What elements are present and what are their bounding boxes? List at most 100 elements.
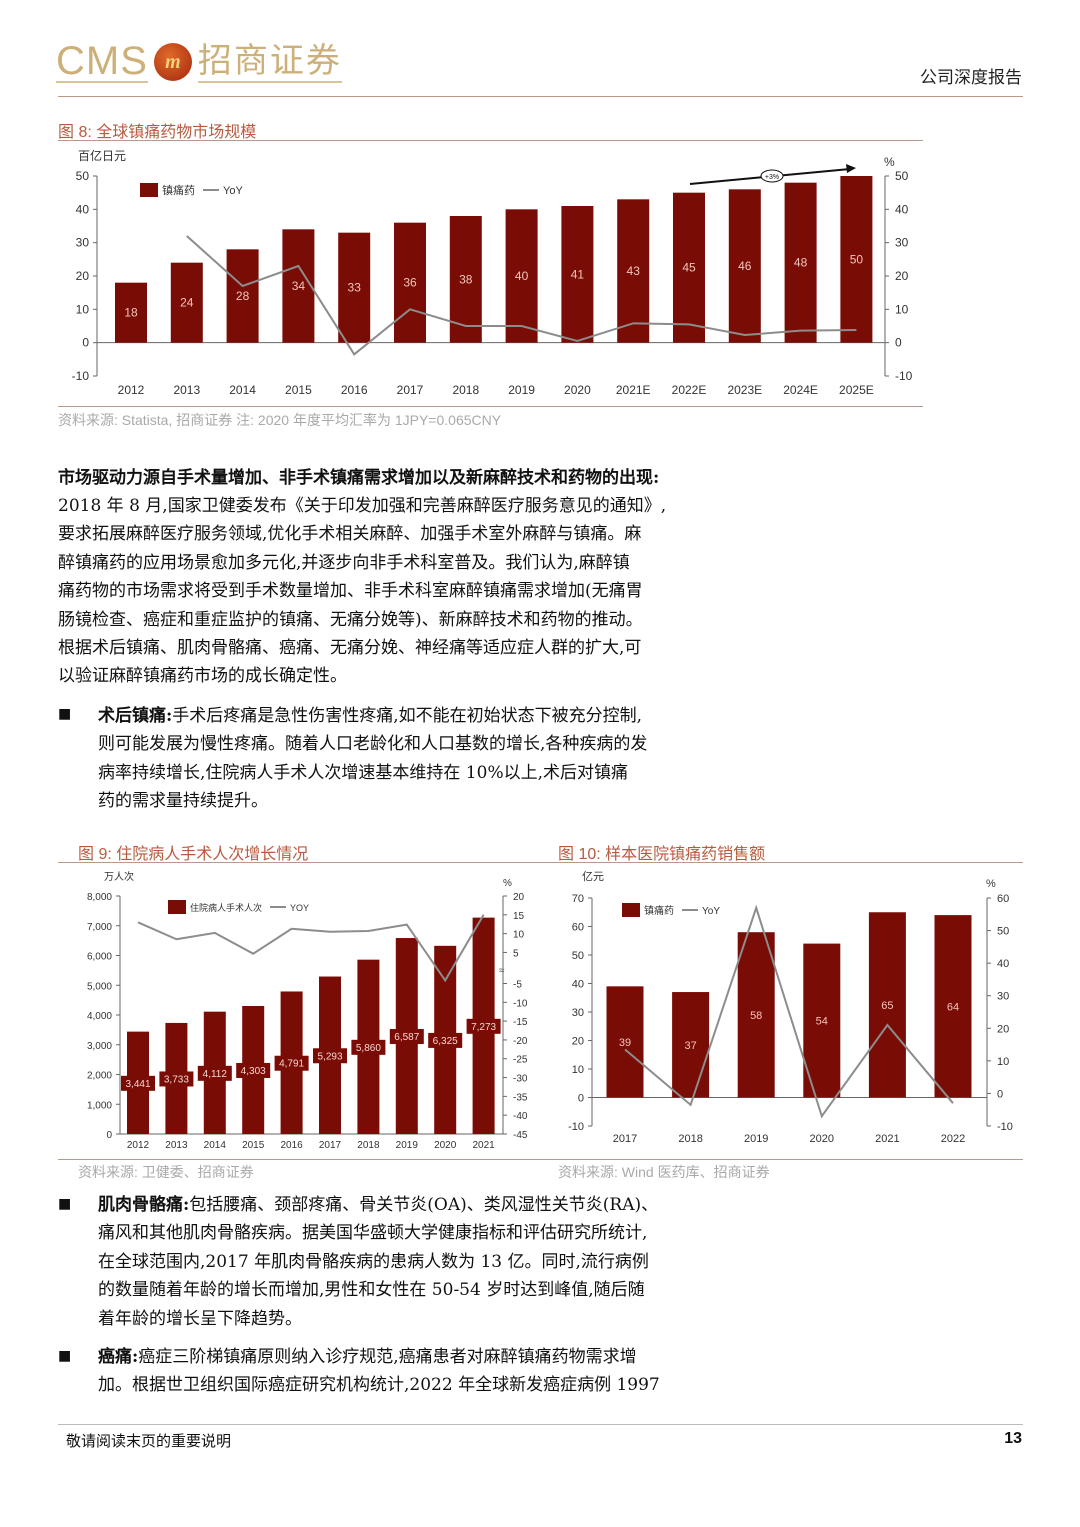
y-tick-label: 40 [572, 979, 584, 991]
logo-text-en: CMS [56, 39, 148, 83]
bar [728, 189, 761, 343]
y2-tick-label: 30 [997, 991, 1009, 1003]
y-tick-label: 20 [572, 1036, 584, 1048]
bullet-icon: ■ [58, 1196, 72, 1212]
bar [394, 222, 426, 343]
y2-tick-label: -10 [513, 998, 528, 1009]
logo-text-cn: 招商证券 [197, 41, 342, 83]
bullet-postoperative-pain: 术后镇痛:手术后疼痛是急性伤害性疼痛,如不能在初始状态下被充分控制, 则可能发展为… [98, 702, 647, 816]
y2-tick-label: -35 [513, 1092, 528, 1103]
y-axis-unit: 万人次 [104, 870, 134, 883]
figures-9-10-bottom-rule [58, 1159, 1023, 1160]
data-label-box [466, 1018, 501, 1034]
text-line: 在全球范围内,2017 年肌肉骨骼疾病的患病人数为 13 亿。同时,流行病例 [98, 1248, 658, 1276]
line-text: 癌症三阶梯镇痛原则纳入诊疗规范,癌痛患者对麻醉镇痛药物需求增 [138, 1347, 637, 1367]
bullet-musculoskeletal-pain: 肌肉骨骼痛:包括腰痛、颈部疼痛、骨关节炎(OA)、类风湿性关节炎(RA)、 痛风和… [98, 1191, 658, 1333]
data-label: 45 [682, 261, 696, 275]
x-tick-label: 2021E [616, 383, 651, 397]
bar [934, 915, 972, 1098]
y2-tick-label: 10 [895, 302, 909, 316]
data-label: 4,303 [241, 1066, 266, 1077]
y-tick-label: 30 [572, 1007, 584, 1019]
y-tick-label: 50 [76, 169, 90, 183]
bar [561, 206, 594, 343]
figure-10-title: 图 10: 样本医院镇痛药销售额 [558, 846, 766, 863]
x-tick-label: 2024E [783, 383, 818, 397]
x-tick-label: 2022 [941, 1133, 965, 1145]
y2-tick-label: -40 [513, 1111, 528, 1122]
y2-tick-label: 20 [513, 892, 525, 903]
data-label: 4,791 [279, 1059, 304, 1070]
x-tick-label: 2022E [672, 383, 707, 397]
data-label-box [236, 1062, 271, 1078]
y-tick-label: 10 [76, 302, 90, 316]
y-tick-label: -10 [72, 369, 90, 383]
data-label: 65 [881, 1000, 893, 1012]
y-tick-label: 10 [572, 1064, 584, 1076]
text-line: 则可能发展为慢性疼痛。随着人口老龄化和人口基数的增长,各种疾病的发 [98, 730, 647, 758]
y-tick-label: 0 [106, 1130, 112, 1141]
footer-disclaimer: 敬请阅读末页的重要说明 [66, 1432, 232, 1450]
data-label: 5,293 [317, 1051, 342, 1062]
legend-bar-swatch [140, 183, 158, 197]
y-axis-unit: 百亿日元 [78, 148, 126, 163]
y-tick-label: 60 [572, 922, 584, 934]
text-line: 2018 年 8 月,国家卫健委发布《关于印发加强和完善麻醉医疗服务意见的通知》… [58, 496, 667, 516]
x-tick-label: 2013 [173, 383, 200, 397]
y2-tick-label: 50 [997, 926, 1009, 938]
y-tick-label: 6,000 [87, 952, 112, 963]
text-line: 要求拓展麻醉医疗服务领域,优化手术相关麻醉、加强手术室外麻醉与镇痛。麻 [58, 524, 642, 545]
bullet-cancer-pain: 癌痛:癌症三阶梯镇痛原则纳入诊疗规范,癌痛患者对麻醉镇痛药物需求增加。根据世卫组… [98, 1343, 660, 1400]
legend-bar-swatch [622, 903, 640, 917]
x-tick-label: 2021 [472, 1140, 495, 1151]
data-label-box [274, 1055, 309, 1071]
header-divider [58, 96, 1023, 97]
page-number: 13 [1004, 1430, 1022, 1447]
data-label: 33 [348, 281, 362, 295]
data-label: 41 [571, 267, 585, 281]
y-tick-label: 8,000 [87, 892, 112, 903]
logo-badge-icon: m [153, 43, 192, 81]
cms-logo: CMS m 招商证券 [56, 40, 342, 84]
y2-tick-label: -10 [895, 369, 913, 383]
line-text: 手术后疼痛是急性伤害性疼痛,如不能在初始状态下被充分控制, [172, 706, 643, 726]
bar [617, 199, 650, 343]
text-line: 醉镇痛药的应用场景愈加多元化,并逐步向非手术科室普及。我们认为,麻醉镇 [58, 552, 630, 573]
y-tick-label: 0 [82, 336, 89, 350]
line-text: 加。根据世卫组织国际癌症研究机构统计,2022 年全球新发癌症病例 1997 [98, 1375, 660, 1396]
x-tick-label: 2018 [678, 1133, 702, 1145]
data-label: 6,587 [394, 1032, 419, 1043]
bullet-icon: ■ [58, 706, 72, 722]
y2-axis-unit: % [503, 878, 512, 889]
bullet-term: 癌痛: [98, 1347, 139, 1367]
bar [505, 209, 538, 343]
bar [840, 176, 873, 343]
y2-tick-label: 10 [513, 930, 525, 941]
data-label: 7,273 [471, 1022, 496, 1033]
y2-tick-label: -30 [513, 1074, 528, 1085]
x-tick-label: 2019 [396, 1140, 419, 1151]
data-label: 38 [459, 272, 473, 286]
x-tick-label: 2017 [397, 383, 424, 397]
data-label: 37 [684, 1040, 696, 1052]
y-tick-label: 2,000 [87, 1071, 112, 1082]
y2-tick-label: 60 [997, 893, 1009, 905]
y2-tick-label: 15 [513, 911, 525, 922]
data-label: 3,733 [164, 1074, 189, 1085]
line-text: 痛风和其他肌肉骨骼疾病。据美国华盛顿大学健康指标和评估研究所统计, [98, 1223, 648, 1244]
legend-bar-label: 住院病人手术人次 [190, 902, 262, 913]
x-tick-label: 2016 [280, 1140, 303, 1151]
legend-line-label: YoY [702, 906, 720, 917]
x-tick-label: 2017 [319, 1140, 342, 1151]
y2-tick-label: -5 [513, 979, 522, 990]
bar [226, 249, 259, 343]
y2-tick-label: 20 [997, 1023, 1009, 1035]
data-label: 54 [816, 1016, 828, 1028]
line-text: 的数量随着年龄的增长而增加,男性和女性在 50-54 岁时达到峰值,随后随 [98, 1280, 645, 1301]
footer-divider [58, 1424, 1023, 1425]
yoy-line [137, 914, 485, 983]
figures-9-10-top-rule [58, 862, 1023, 863]
line-text: 则可能发展为慢性疼痛。随着人口老龄化和人口基数的增长,各种疾病的发 [98, 734, 648, 755]
y2-tick-label: -20 [513, 1036, 528, 1047]
